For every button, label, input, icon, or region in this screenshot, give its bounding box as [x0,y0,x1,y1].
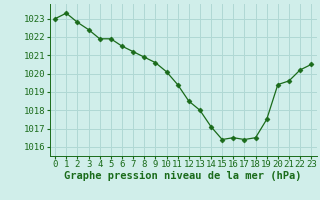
X-axis label: Graphe pression niveau de la mer (hPa): Graphe pression niveau de la mer (hPa) [64,171,302,181]
